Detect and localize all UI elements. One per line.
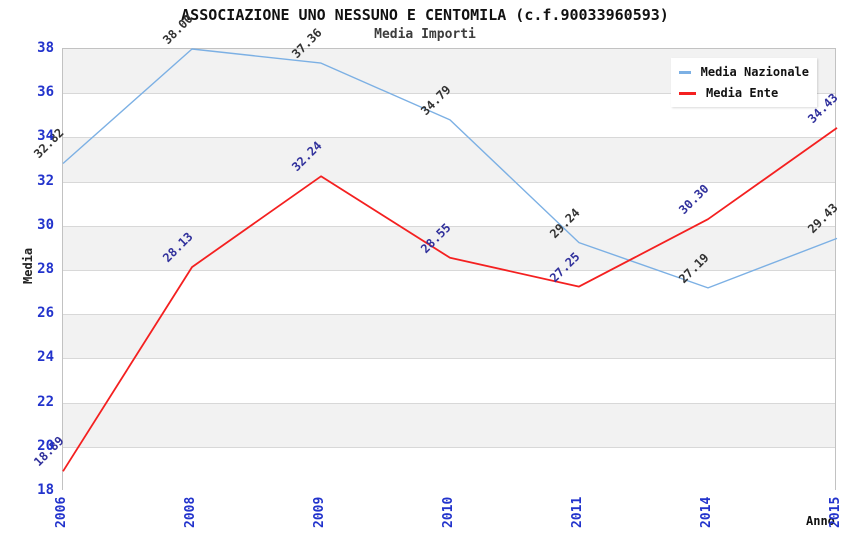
plot-band [63, 314, 835, 359]
series-line-media-ente [62, 127, 838, 472]
x-tick-label: 2006 [54, 496, 69, 528]
legend-marker-media-ente [679, 91, 696, 95]
gridline [63, 181, 835, 183]
legend-item-media-nazionale: Media Nazionale [679, 65, 809, 79]
plot-band [63, 270, 835, 315]
y-tick-label: 30 [37, 216, 54, 233]
y-tick-label: 28 [37, 261, 54, 277]
x-tick-label: 2011 [570, 496, 585, 528]
x-tick-label: 2009 [312, 496, 327, 528]
plot-area: 32.82 38.00 37.36 34.79 29.24 27.19 29.43 18.89… [31, 12, 841, 491]
y-tick-label: 24 [37, 349, 54, 366]
plot-band [63, 137, 835, 182]
gridline [63, 93, 835, 95]
gridline [63, 358, 835, 360]
y-tick-label: 34 [37, 128, 54, 145]
legend-marker-media-nazionale [679, 70, 691, 74]
x-tick-label: 2014 [699, 496, 714, 528]
gridline [63, 270, 835, 271]
legend-item-media-ente: Media Ente [679, 86, 809, 100]
y-tick-label: 32 [37, 172, 54, 189]
series-lines [62, 48, 838, 472]
y-tick-label: 36 [37, 84, 54, 101]
legend-label: Media Nazionale [700, 65, 809, 79]
chart-subtitle: Media Importi [374, 27, 476, 42]
y-tick-label: 20 [37, 437, 54, 454]
legend-label: Media Ente [706, 86, 779, 100]
y-tick-label: 18 [37, 482, 54, 498]
plot-band [63, 181, 835, 226]
gridline [63, 225, 835, 227]
plot-band [63, 402, 835, 447]
plot-band [63, 225, 835, 270]
x-axis-title: Anno [806, 514, 835, 528]
y-tick-label: 22 [37, 393, 54, 410]
plot-band [63, 358, 835, 403]
chart-title: ASSOCIAZIONE UNO NESSUNO E CENTOMILA (c.… [181, 6, 669, 24]
x-tick-label: 2015 [828, 496, 843, 528]
plot-band [63, 446, 835, 491]
gridline [63, 446, 835, 448]
gridline [63, 137, 835, 139]
x-tick-label: 2010 [441, 496, 456, 528]
y-tick-label: 26 [37, 305, 54, 322]
series-line-media-nazionale [62, 48, 838, 289]
x-tick-label: 2008 [183, 496, 198, 528]
legend: Media Nazionale Media Ente [671, 58, 817, 107]
y-tick-label: 38 [37, 40, 54, 56]
gridline [63, 314, 835, 316]
gridline [63, 402, 835, 404]
